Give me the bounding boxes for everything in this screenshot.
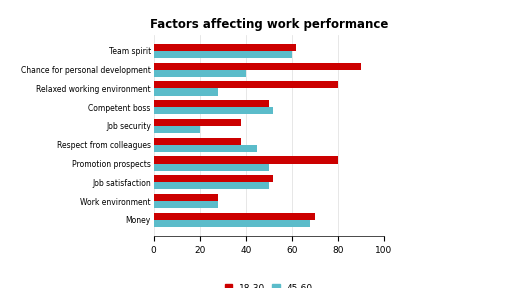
Bar	[154, 145, 257, 152]
Bar	[154, 201, 218, 208]
Bar	[154, 213, 315, 220]
Title: Factors affecting work performance: Factors affecting work performance	[150, 18, 388, 31]
Bar	[154, 126, 200, 133]
Bar	[154, 156, 338, 164]
Bar	[154, 44, 296, 51]
Bar	[154, 175, 273, 182]
Bar	[154, 138, 241, 145]
Bar	[154, 182, 269, 190]
Bar	[154, 88, 218, 96]
Bar	[154, 51, 292, 58]
Bar	[154, 164, 269, 171]
Bar	[154, 70, 246, 77]
Legend: 18-30, 45-60: 18-30, 45-60	[221, 280, 316, 288]
Bar	[154, 100, 269, 107]
Bar	[154, 107, 273, 114]
Bar	[154, 62, 361, 70]
Bar	[154, 81, 338, 88]
Bar	[154, 194, 218, 201]
Bar	[154, 119, 241, 126]
Bar	[154, 220, 310, 227]
